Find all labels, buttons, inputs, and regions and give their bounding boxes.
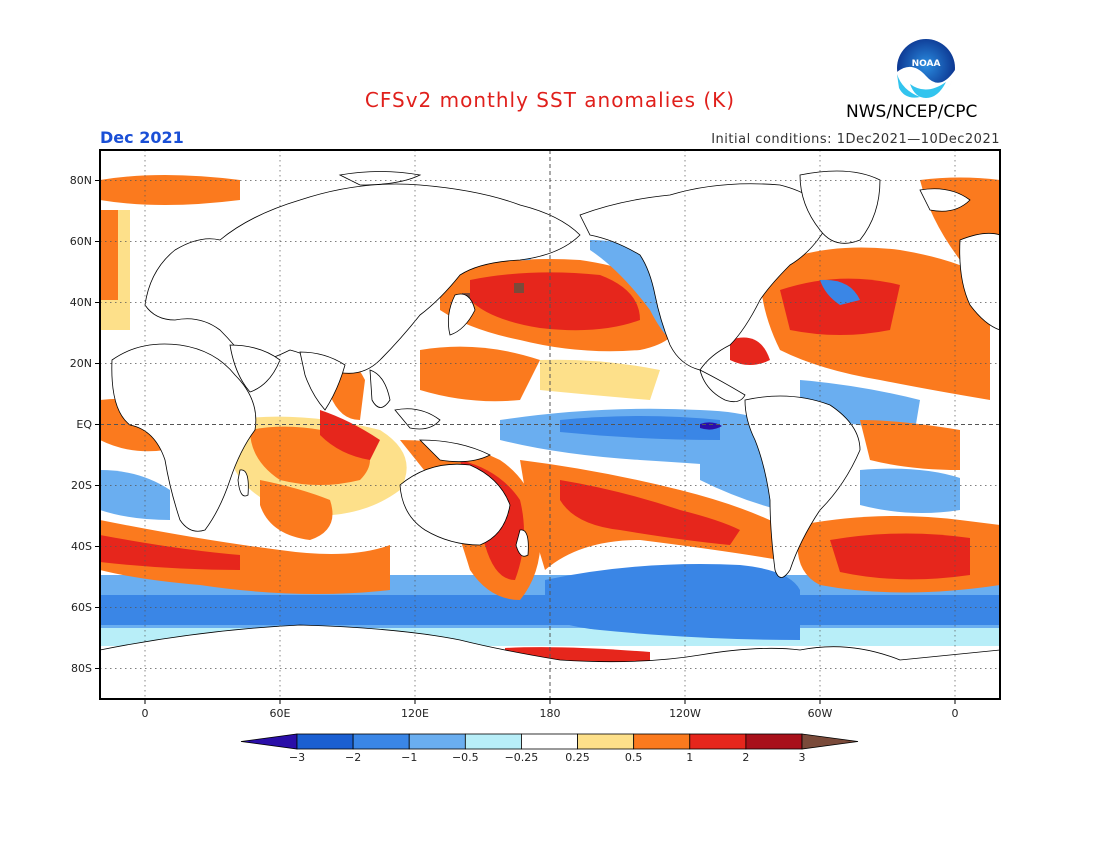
lon-label: 0 (951, 707, 959, 720)
colorbar-label: 2 (742, 751, 750, 764)
colorbar-label: −0.25 (504, 751, 539, 764)
lat-label: 80S (71, 661, 92, 675)
chart-title: CFSv2 monthly SST anomalies (K) (364, 88, 736, 112)
lon-label: 180 (539, 707, 561, 720)
lon-label: 60E (269, 707, 291, 720)
colorbar-box (464, 733, 522, 750)
colorbar-box (577, 733, 635, 750)
lat-label: 80N (69, 173, 92, 187)
lon-label: 120E (401, 707, 429, 720)
colorbar-label: 0.5 (624, 751, 643, 764)
colorbar-box (352, 733, 410, 750)
colorbar-label: 1 (686, 751, 694, 764)
colorbar-label: −0.5 (451, 751, 479, 764)
colorbar-box (408, 733, 466, 750)
lat-label: EQ (76, 417, 92, 431)
colorbar-min-arrow (240, 733, 298, 750)
colorbar-box (296, 733, 354, 750)
period-label: Dec 2021 (100, 128, 184, 147)
colorbar-box (745, 733, 803, 750)
colorbar-label: −2 (345, 751, 362, 764)
axis-ticks (95, 180, 956, 704)
colorbar-label: −1 (401, 751, 418, 764)
colorbar-box (689, 733, 747, 750)
lat-label: 20N (69, 356, 92, 370)
lat-label: 20S (71, 478, 92, 492)
colorbar (240, 733, 859, 750)
lat-label: 40N (69, 295, 92, 309)
colorbar-label: −3 (288, 751, 306, 764)
lat-label: 40S (71, 539, 92, 553)
colorbar-box (521, 733, 578, 750)
lon-label: 0 (141, 707, 149, 720)
colorbar-label: 3 (798, 751, 806, 764)
colorbar-box (633, 733, 691, 750)
lat-label: 60S (71, 600, 92, 614)
lon-label: 120W (669, 707, 701, 720)
lat-label: 60N (69, 234, 92, 248)
colorbar-label: 0.25 (565, 751, 590, 764)
continents (100, 170, 1000, 699)
lon-label: 60W (807, 707, 833, 720)
initial-conditions-label: Initial conditions: 1Dec2021—10Dec2021 (711, 132, 1000, 147)
graticule (100, 150, 1000, 699)
agency-label: NWS/NCEP/CPC (846, 102, 978, 122)
colorbar-max-arrow (801, 733, 859, 750)
